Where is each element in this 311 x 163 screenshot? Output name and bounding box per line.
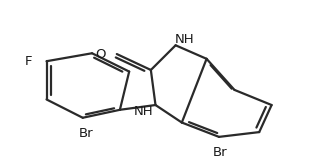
Text: F: F xyxy=(25,55,33,68)
Text: NH: NH xyxy=(134,105,154,118)
Text: Br: Br xyxy=(78,127,93,140)
Text: NH: NH xyxy=(175,33,195,45)
Text: Br: Br xyxy=(213,146,228,159)
Text: O: O xyxy=(95,48,106,60)
